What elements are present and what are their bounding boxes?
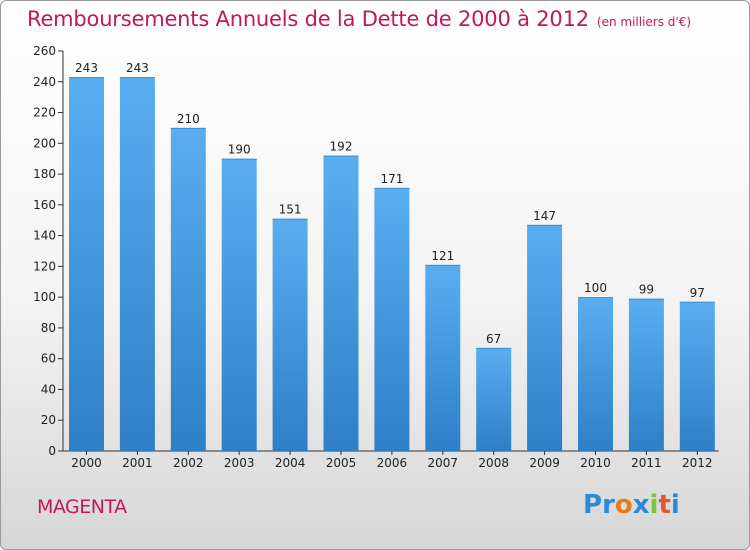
data-label-2008: 67 <box>486 332 501 346</box>
logo-letter: i <box>649 490 659 520</box>
y-tick-label: 200 <box>33 136 56 150</box>
y-tick-label: 160 <box>33 198 56 212</box>
x-tick-label-2002: 2002 <box>173 456 204 470</box>
data-label-2005: 192 <box>330 140 353 154</box>
bar-2005 <box>323 155 359 451</box>
data-label-2007: 121 <box>431 249 454 263</box>
bar-2006 <box>374 187 410 451</box>
data-label-2000: 243 <box>75 61 98 75</box>
y-tick-label: 0 <box>48 444 56 458</box>
x-tick-label-2009: 2009 <box>529 456 560 470</box>
data-label-2006: 171 <box>380 172 403 186</box>
y-tick-label: 120 <box>33 259 56 273</box>
data-label-2003: 190 <box>228 143 251 157</box>
x-tick-label-2000: 2000 <box>71 456 102 470</box>
logo-letter: P <box>583 490 603 520</box>
data-label-2001: 243 <box>126 61 149 75</box>
y-tick-label: 240 <box>33 75 56 89</box>
bar-2010 <box>578 297 613 451</box>
data-label-2012: 97 <box>690 286 705 300</box>
chart-subtitle: (en milliers d'€) <box>596 15 692 29</box>
x-tick-label-2005: 2005 <box>326 456 357 470</box>
y-tick-label: 180 <box>33 167 56 181</box>
bar-2012 <box>679 301 715 451</box>
logo-letter: t <box>658 490 671 520</box>
x-tick-label-2010: 2010 <box>580 456 611 470</box>
y-tick-label: 20 <box>41 413 56 427</box>
y-tick-label: 140 <box>33 229 56 243</box>
bar-2002 <box>170 127 206 451</box>
chart-title: Remboursements Annuels de la Dette de 20… <box>27 7 589 31</box>
bar-2003 <box>221 158 257 451</box>
y-tick-label: 260 <box>33 44 56 58</box>
y-tick-label: 100 <box>33 290 56 304</box>
data-label-2010: 100 <box>584 281 607 295</box>
x-tick-label-2007: 2007 <box>428 456 459 470</box>
y-tick-label: 80 <box>41 321 56 335</box>
x-tick-label-2004: 2004 <box>275 456 306 470</box>
logo-letter: x <box>632 490 650 520</box>
x-tick-label-2001: 2001 <box>122 456 153 470</box>
y-tick-label: 220 <box>33 106 56 120</box>
bar-2000 <box>69 77 104 452</box>
bar-2001 <box>119 77 155 452</box>
data-label-2011: 99 <box>639 283 654 297</box>
x-tick-label-2011: 2011 <box>631 456 662 470</box>
data-label-2004: 151 <box>279 203 302 217</box>
x-tick-label-2006: 2006 <box>377 456 408 470</box>
proxiti-logo[interactable]: Proxiti <box>583 490 680 520</box>
logo-letter: o <box>614 490 633 520</box>
logo-letter: r <box>602 490 615 520</box>
x-tick-label-2008: 2008 <box>478 456 509 470</box>
bar-2004 <box>272 218 308 451</box>
y-tick-label: 40 <box>41 382 56 396</box>
logo-letter: i <box>670 490 680 520</box>
bar-2009 <box>527 224 563 451</box>
bar-2008 <box>476 347 512 451</box>
x-tick-label-2012: 2012 <box>682 456 713 470</box>
title-line: Remboursements Annuels de la Dette de 20… <box>27 7 691 31</box>
bar-2011 <box>628 298 664 451</box>
x-tick-label-2003: 2003 <box>224 456 255 470</box>
commune-name: MAGENTA <box>37 496 127 518</box>
data-label-2002: 210 <box>177 112 200 126</box>
bar-2007 <box>425 264 461 451</box>
data-label-2009: 147 <box>533 209 556 223</box>
y-tick-label: 60 <box>41 352 56 366</box>
